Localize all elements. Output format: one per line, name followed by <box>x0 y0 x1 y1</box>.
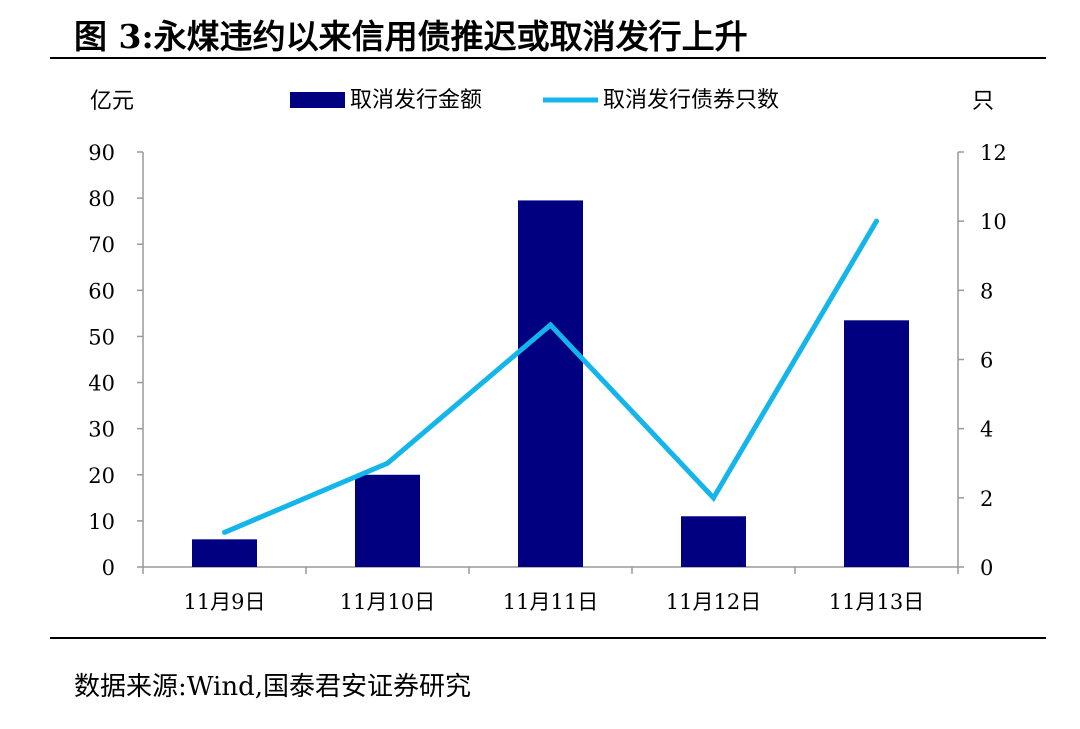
right-tick-label: 8 <box>980 279 993 303</box>
right-tick-label: 12 <box>980 141 1007 165</box>
x-tick-label: 11月13日 <box>829 590 924 614</box>
left-tick-label: 90 <box>88 141 115 165</box>
line-point <box>548 322 553 328</box>
right-tick-label: 0 <box>980 556 993 580</box>
legend-bar-swatch <box>290 92 345 108</box>
axes: 0 10 20 30 40 50 60 70 80 90 0 2 4 6 8 10 12 <box>88 141 1006 580</box>
bar <box>681 516 746 567</box>
line-point <box>874 218 879 224</box>
x-tick-label: 11月9日 <box>183 590 265 614</box>
left-tick-label: 10 <box>88 510 115 534</box>
bar <box>355 474 420 567</box>
left-tick-label: 80 <box>88 187 115 211</box>
left-tick-label: 30 <box>88 418 115 442</box>
line-point <box>711 495 716 501</box>
right-tick-label: 6 <box>980 349 993 373</box>
legend-line-label: 取消发行债券只数 <box>603 88 779 113</box>
right-tick-label: 10 <box>980 210 1007 234</box>
figure-title: 图 3:永煤违约以来信用债推迟或取消发行上升 <box>74 17 748 56</box>
right-tick-label: 4 <box>980 418 993 442</box>
left-tick-label: 60 <box>88 279 115 303</box>
right-axis-label: 只 <box>972 89 994 114</box>
x-tick-label: 11月10日 <box>340 590 435 614</box>
left-tick-label: 0 <box>102 556 115 580</box>
left-tick-label: 50 <box>88 325 115 349</box>
x-tick-labels: 11月9日 11月10日 11月11日 11月12日 11月13日 <box>183 590 924 614</box>
line-point <box>222 529 227 535</box>
line-point <box>385 460 390 466</box>
bar <box>518 200 583 567</box>
bar <box>192 539 257 567</box>
source-note: 数据来源:Wind,国泰君安证券研究 <box>74 672 471 702</box>
right-tick-label: 2 <box>980 487 993 511</box>
bar <box>844 320 909 567</box>
legend: 取消发行金额 取消发行债券只数 <box>290 88 779 113</box>
bar-series <box>192 200 909 567</box>
left-tick-label: 20 <box>88 464 115 488</box>
bottom-rule <box>50 637 1046 639</box>
x-tick-label: 11月12日 <box>666 590 761 614</box>
left-axis-label: 亿元 <box>90 89 134 114</box>
left-tick-label: 70 <box>88 233 115 257</box>
line-series <box>222 218 879 535</box>
x-tick-label: 11月11日 <box>503 590 598 614</box>
legend-bar-label: 取消发行金额 <box>350 88 482 113</box>
top-rule <box>50 57 1046 59</box>
left-tick-label: 40 <box>88 372 115 396</box>
